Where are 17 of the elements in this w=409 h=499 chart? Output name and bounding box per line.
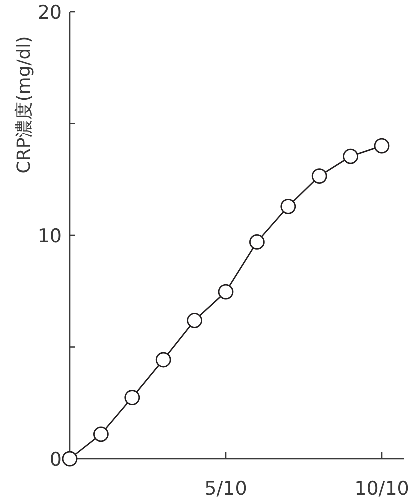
point <box>218 284 234 300</box>
y-tick-label: 20 <box>38 2 62 24</box>
y-tick-label: 10 <box>38 226 62 248</box>
point <box>374 138 390 154</box>
x-tick-label: 5/10 <box>204 478 248 499</box>
point <box>62 451 78 467</box>
y-tick-label: 0 <box>50 449 62 471</box>
point <box>94 426 109 442</box>
point <box>250 234 265 250</box>
point <box>187 312 202 328</box>
point <box>156 352 172 368</box>
point <box>312 168 328 184</box>
x-tick-label: 10/10 <box>354 478 409 499</box>
point <box>124 390 140 406</box>
point <box>280 198 296 214</box>
y-axis-title: CRP濃度(mg/dl) <box>14 36 35 174</box>
point <box>343 148 358 164</box>
